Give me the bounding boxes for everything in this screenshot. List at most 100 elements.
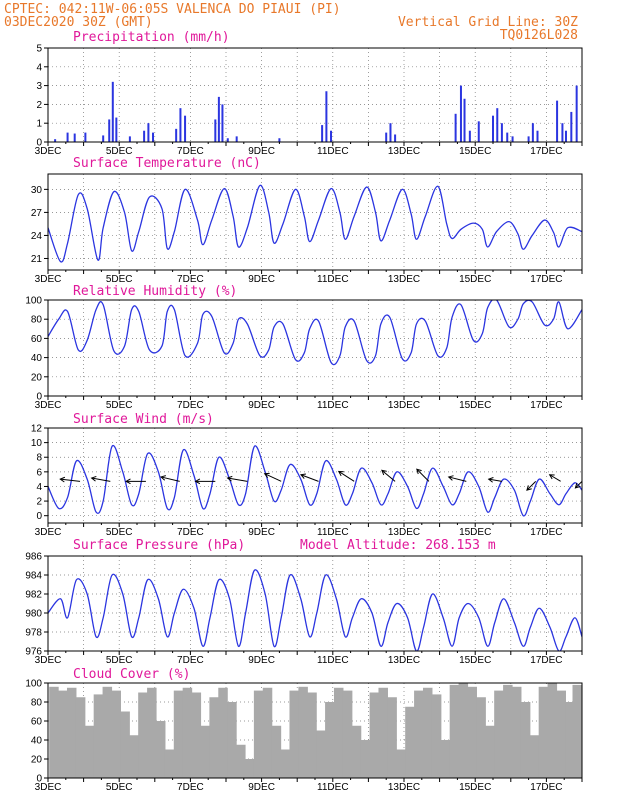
panel-title-temperature: Surface Temperature (nC) (73, 156, 261, 171)
wind-arrow (381, 469, 396, 482)
wind-arrow-head (90, 475, 97, 482)
precipitation-bar (102, 135, 105, 142)
x-tick-label: 3DEC (35, 400, 62, 411)
x-tick-label: 5DEC (106, 782, 133, 793)
wind-arrow-head (487, 477, 494, 483)
x-tick-label: 17DEC (530, 146, 562, 157)
panel-title-cloud-cover: Cloud Cover (%) (73, 667, 190, 682)
wind-arrow (488, 478, 502, 482)
precipitation-bar (221, 104, 224, 142)
y-tick-label: 20 (31, 755, 43, 766)
y-tick-label: 1 (36, 119, 42, 130)
cloud-cover-bar (200, 725, 210, 778)
run-date: 03DEC2020 30Z (GMT) (4, 15, 153, 30)
precipitation-bar (468, 130, 471, 142)
panel-frame (47, 173, 583, 271)
cloud-cover-bar (209, 697, 219, 778)
x-tick-label: 9DEC (248, 400, 275, 411)
cloud-cover-bar (476, 697, 486, 778)
wind-arrow-head (263, 472, 270, 478)
cloud-cover-bar (333, 687, 344, 778)
cloud-cover-bar (262, 687, 273, 778)
precipitation-bar (214, 119, 217, 142)
panel-precipitation: Precipitation (mm/h) 0 1 2 3 4 5 3DEC 5DEC 7DEC 9D… (35, 30, 583, 157)
precipitation-bar (152, 132, 155, 142)
x-tick-label: 9DEC (248, 527, 275, 538)
panel-title-precipitation: Precipitation (mm/h) (73, 30, 230, 45)
panel-cloud-cover: Cloud Cover (%) 0 20 40 60 80 100 3DEC 5DEC 7DEC 9… (25, 667, 583, 793)
y-tick-label: 976 (25, 647, 42, 658)
cloud-cover-bar (244, 759, 255, 778)
precipitation-bar (217, 96, 220, 142)
wind-arrow (448, 476, 467, 482)
panel-title-humidity: Relative Humidity (%) (73, 284, 237, 299)
wind-arrow-head (416, 468, 422, 475)
panel-humidity: Relative Humidity (%) 0 20 40 60 80 100 3DEC 5DE… (25, 284, 583, 411)
cloud-cover-bar (316, 730, 326, 778)
wind-arrow-head (337, 470, 344, 477)
station-header: CPTEC: 042:11W-06:05S VALENCA DO PIAUI (… (4, 2, 341, 17)
cloud-cover-bar (449, 684, 460, 778)
cloud-cover-bar (414, 690, 424, 778)
wind-arrow-head (226, 475, 233, 482)
precipitation-bar (454, 113, 457, 142)
y-tick-label: 984 (25, 571, 42, 582)
cloud-cover-bar (307, 692, 317, 778)
precipitation-bar (179, 108, 182, 142)
x-tick-label: 3DEC (35, 527, 62, 538)
cloud-cover-bar (93, 694, 104, 778)
y-tick-label: 10 (31, 438, 43, 449)
y-tick-label: 40 (31, 736, 43, 747)
x-tick-label: 3DEC (35, 146, 62, 157)
cloud-cover-bar (351, 725, 362, 778)
cloud-cover-bar (227, 702, 237, 778)
cloud-cover-bar (572, 684, 582, 778)
cloud-cover-bar (164, 749, 175, 778)
y-tick-label: 980 (25, 609, 42, 620)
y-tick-label: 978 (25, 628, 42, 639)
cloud-cover-bar (147, 687, 157, 778)
precipitation-bar (556, 100, 559, 142)
x-tick-label: 13DEC (388, 782, 420, 793)
y-tick-label: 40 (31, 353, 43, 364)
cloud-cover-bar (529, 735, 540, 778)
wind-arrow-head (574, 483, 581, 489)
precipitation-bar (506, 132, 509, 142)
precipitation-bar (330, 130, 333, 142)
wind-arrow-head (125, 478, 131, 485)
y-tick-label: 60 (31, 334, 43, 345)
cloud-cover-bar (440, 740, 451, 778)
cloud-cover-bar (111, 690, 121, 778)
x-tick-label: 7DEC (177, 527, 204, 538)
cloud-cover-bar (538, 686, 549, 778)
y-tick-label: 80 (31, 698, 43, 709)
cloud-cover-bar (66, 687, 77, 778)
precipitation-bar (500, 123, 503, 142)
wind-arrow-head (526, 485, 532, 491)
x-tick-label: 13DEC (388, 655, 420, 666)
cloud-cover-bar (467, 686, 477, 778)
panel-frame (47, 299, 583, 397)
precipitation-bar (111, 81, 114, 142)
panel-pressure: Surface Pressure (hPa) 976 978 980 982 984 986… (25, 538, 583, 666)
wind-arrow (338, 471, 355, 482)
wind-arrow (300, 474, 319, 482)
wind-arrow (160, 476, 180, 482)
x-tick-label: 9DEC (248, 655, 275, 666)
cloud-cover-bar (253, 690, 264, 778)
cloud-cover-bar (138, 692, 148, 778)
wind-arrow (575, 480, 583, 489)
x-tick-label: 15DEC (459, 527, 491, 538)
precipitation-bar (108, 119, 111, 142)
x-tick-label: 13DEC (388, 274, 420, 285)
cloud-cover-bar (378, 687, 388, 778)
wind-arrow-head (59, 476, 66, 483)
x-tick-label: 13DEC (388, 146, 420, 157)
precipitation-bar (531, 123, 534, 142)
precipitation-bar (278, 138, 281, 142)
model-altitude: Model Altitude: 268.153 m (300, 538, 496, 553)
y-tick-label: 24 (31, 231, 43, 242)
cloud-cover-bar (75, 697, 86, 778)
cloud-cover-bar (511, 686, 522, 778)
temperature-line (48, 184, 582, 263)
